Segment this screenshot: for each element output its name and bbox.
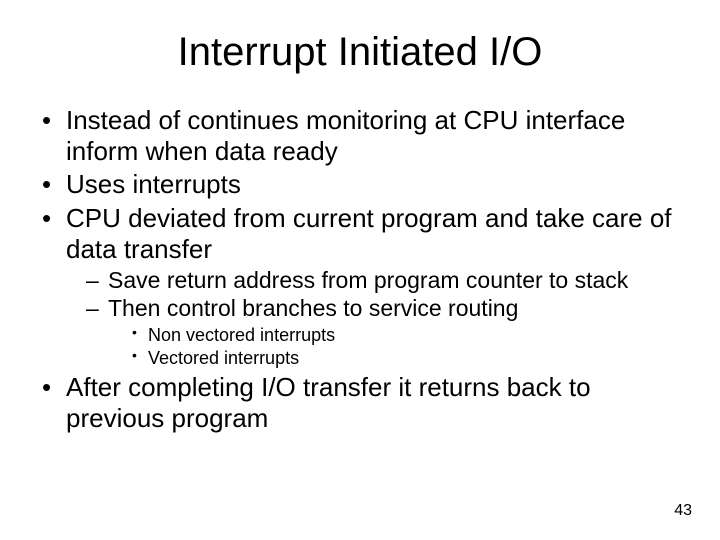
bullet-item: CPU deviated from current program and ta… [40, 203, 680, 369]
bullet-item: Uses interrupts [40, 169, 680, 200]
sub-bullet-item: Save return address from program counter… [86, 266, 680, 294]
bullet-item: Instead of continues monitoring at CPU i… [40, 105, 680, 166]
sub-bullet-text: Then control branches to service routing [108, 295, 518, 321]
bullet-item: After completing I/O transfer it returns… [40, 372, 680, 433]
slide: Interrupt Initiated I/O Instead of conti… [0, 0, 720, 540]
slide-title: Interrupt Initiated I/O [40, 30, 680, 75]
subsub-bullet-item: Vectored interrupts [132, 347, 680, 370]
subsub-bullet-item: Non vectored interrupts [132, 324, 680, 347]
bullet-text: CPU deviated from current program and ta… [66, 203, 672, 264]
page-number: 43 [674, 502, 692, 520]
bullet-list: Instead of continues monitoring at CPU i… [40, 105, 680, 434]
sub-bullet-item: Then control branches to service routing… [86, 294, 680, 369]
sub-bullet-list: Save return address from program counter… [86, 266, 680, 369]
subsub-bullet-list: Non vectored interrupts Vectored interru… [132, 324, 680, 369]
